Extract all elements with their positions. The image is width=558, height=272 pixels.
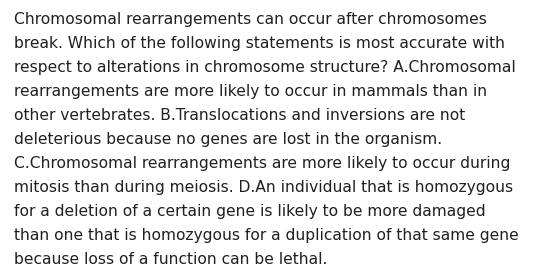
Text: rearrangements are more likely to occur in mammals than in: rearrangements are more likely to occur … bbox=[14, 84, 487, 99]
Text: other vertebrates. B.Translocations and inversions are not: other vertebrates. B.Translocations and … bbox=[14, 108, 465, 123]
Text: deleterious because no genes are lost in the organism.: deleterious because no genes are lost in… bbox=[14, 132, 442, 147]
Text: for a deletion of a certain gene is likely to be more damaged: for a deletion of a certain gene is like… bbox=[14, 204, 485, 219]
Text: Chromosomal rearrangements can occur after chromosomes: Chromosomal rearrangements can occur aft… bbox=[14, 12, 487, 27]
Text: C.Chromosomal rearrangements are more likely to occur during: C.Chromosomal rearrangements are more li… bbox=[14, 156, 511, 171]
Text: because loss of a function can be lethal.: because loss of a function can be lethal… bbox=[14, 252, 328, 267]
Text: mitosis than during meiosis. D.An individual that is homozygous: mitosis than during meiosis. D.An indivi… bbox=[14, 180, 513, 195]
Text: than one that is homozygous for a duplication of that same gene: than one that is homozygous for a duplic… bbox=[14, 228, 519, 243]
Text: respect to alterations in chromosome structure? A.Chromosomal: respect to alterations in chromosome str… bbox=[14, 60, 516, 75]
Text: break. Which of the following statements is most accurate with: break. Which of the following statements… bbox=[14, 36, 505, 51]
